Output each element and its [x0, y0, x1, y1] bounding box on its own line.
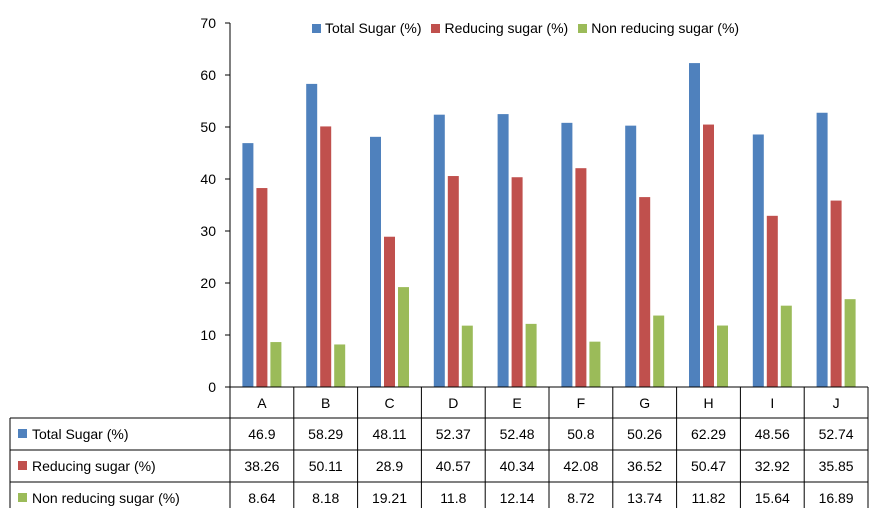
legend-swatch-reducing-sugar — [431, 23, 441, 33]
data-table: A B C D E F G H I J Total Sugar (%) 46.9 58.29 48.11 5… — [9, 386, 869, 508]
table-value: 11.8 — [440, 490, 466, 506]
bar-reducing-sugar-E — [511, 177, 523, 387]
table-swatch-1 — [18, 461, 27, 470]
category-label-A: A — [257, 395, 267, 411]
category-label-I: I — [770, 395, 774, 411]
table-value: 40.57 — [436, 458, 471, 474]
legend-item-reducing-sugar: Reducing sugar (%) — [431, 20, 568, 36]
bar-non-reducing-sugar-F — [589, 341, 601, 387]
bar-non-reducing-sugar-G — [653, 315, 665, 387]
bar-total-sugar-I — [752, 134, 764, 387]
category-label-J: J — [833, 395, 840, 411]
y-tick-label: 30 — [200, 223, 216, 239]
table-value: 50.11 — [309, 458, 343, 474]
bars — [242, 63, 856, 388]
y-tick-label: 50 — [200, 119, 216, 135]
table-value: 38.26 — [244, 458, 279, 474]
category-label-D: D — [448, 395, 458, 411]
table-value: 19.21 — [372, 490, 407, 506]
y-tick-label: 40 — [200, 171, 216, 187]
bar-total-sugar-F — [561, 122, 573, 387]
legend-swatch-non-reducing-sugar — [578, 23, 588, 33]
bar-non-reducing-sugar-I — [780, 305, 792, 387]
table-swatch-2 — [18, 493, 27, 502]
bar-total-sugar-E — [497, 114, 509, 387]
bar-total-sugar-D — [433, 114, 445, 388]
bar-reducing-sugar-C — [384, 236, 395, 387]
table-value: 16.89 — [819, 490, 854, 506]
bar-total-sugar-C — [370, 136, 381, 387]
table-value: 15.64 — [755, 490, 790, 506]
table-value: 32.92 — [755, 458, 790, 474]
y-tick-label: 10 — [200, 327, 216, 343]
bar-non-reducing-sugar-E — [525, 323, 537, 387]
category-label-F: F — [577, 395, 586, 411]
bar-non-reducing-sugar-D — [461, 325, 473, 387]
bar-reducing-sugar-I — [766, 215, 778, 387]
bar-reducing-sugar-D — [447, 176, 459, 387]
legend-item-non-reducing-sugar: Non reducing sugar (%) — [578, 20, 739, 36]
table-value: 40.34 — [500, 458, 535, 474]
y-axis: 0 10 20 30 40 50 60 70 — [200, 15, 231, 395]
table-value: 8.64 — [248, 490, 275, 506]
table-value: 8.72 — [567, 490, 594, 506]
table-series-name-1: Reducing sugar (%) — [32, 458, 156, 474]
bar-non-reducing-sugar-A — [270, 342, 282, 387]
bar-reducing-sugar-B — [320, 126, 332, 387]
y-tick-label: 60 — [200, 67, 216, 83]
bar-non-reducing-sugar-J — [844, 299, 856, 387]
table-value: 50.8 — [567, 426, 594, 442]
table-value: 42.08 — [563, 458, 598, 474]
legend-label-non-reducing-sugar: Non reducing sugar (%) — [591, 20, 740, 36]
table-value: 52.48 — [500, 426, 535, 442]
table-value: 48.56 — [755, 426, 790, 442]
legend-label-reducing-sugar: Reducing sugar (%) — [444, 20, 569, 36]
table-value: 52.74 — [819, 426, 854, 442]
chart-legend: Total Sugar (%) Reducing sugar (%) Non r… — [312, 20, 739, 36]
category-label-E: E — [512, 395, 521, 411]
table-value: 36.52 — [627, 458, 662, 474]
bar-reducing-sugar-A — [256, 188, 268, 387]
table-value: 35.85 — [819, 458, 854, 474]
bar-non-reducing-sugar-B — [334, 344, 346, 387]
legend-item-total-sugar: Total Sugar (%) — [312, 20, 421, 36]
table-value: 13.74 — [627, 490, 662, 506]
table-value: 8.18 — [312, 490, 339, 506]
y-tick-label: 70 — [200, 15, 216, 31]
bar-total-sugar-B — [306, 83, 318, 387]
table-value: 50.47 — [691, 458, 726, 474]
category-label-C: C — [384, 395, 394, 411]
table-value: 28.9 — [376, 458, 403, 474]
bar-total-sugar-A — [242, 143, 254, 387]
category-label-G: G — [639, 395, 650, 411]
table-swatch-0 — [18, 429, 27, 438]
category-label-H: H — [703, 395, 713, 411]
legend-swatch-total-sugar — [312, 23, 321, 33]
bar-reducing-sugar-J — [830, 200, 842, 387]
bar-non-reducing-sugar-C — [398, 287, 409, 387]
category-label-B: B — [321, 395, 330, 411]
bar-total-sugar-J — [816, 112, 828, 387]
y-tick-label: 20 — [200, 275, 216, 291]
table-series-name-2: Non reducing sugar (%) — [32, 490, 180, 506]
table-series-name-0: Total Sugar (%) — [32, 426, 128, 442]
table-value: 12.14 — [500, 490, 535, 506]
table-value: 58.29 — [308, 426, 343, 442]
bar-reducing-sugar-F — [575, 168, 587, 387]
legend-label-total-sugar: Total Sugar (%) — [325, 20, 422, 36]
table-value: 48.11 — [373, 426, 407, 442]
bar-reducing-sugar-H — [703, 124, 714, 387]
table-value: 50.26 — [627, 426, 662, 442]
table-value: 52.37 — [436, 426, 471, 442]
table-value: 11.82 — [692, 490, 726, 506]
y-tick-label: 0 — [208, 379, 216, 395]
table-value: 46.9 — [248, 426, 275, 442]
bar-total-sugar-G — [625, 125, 637, 387]
bar-reducing-sugar-G — [639, 197, 651, 387]
bar-total-sugar-H — [689, 63, 700, 387]
table-value: 62.29 — [691, 426, 726, 442]
bar-non-reducing-sugar-H — [717, 325, 728, 387]
